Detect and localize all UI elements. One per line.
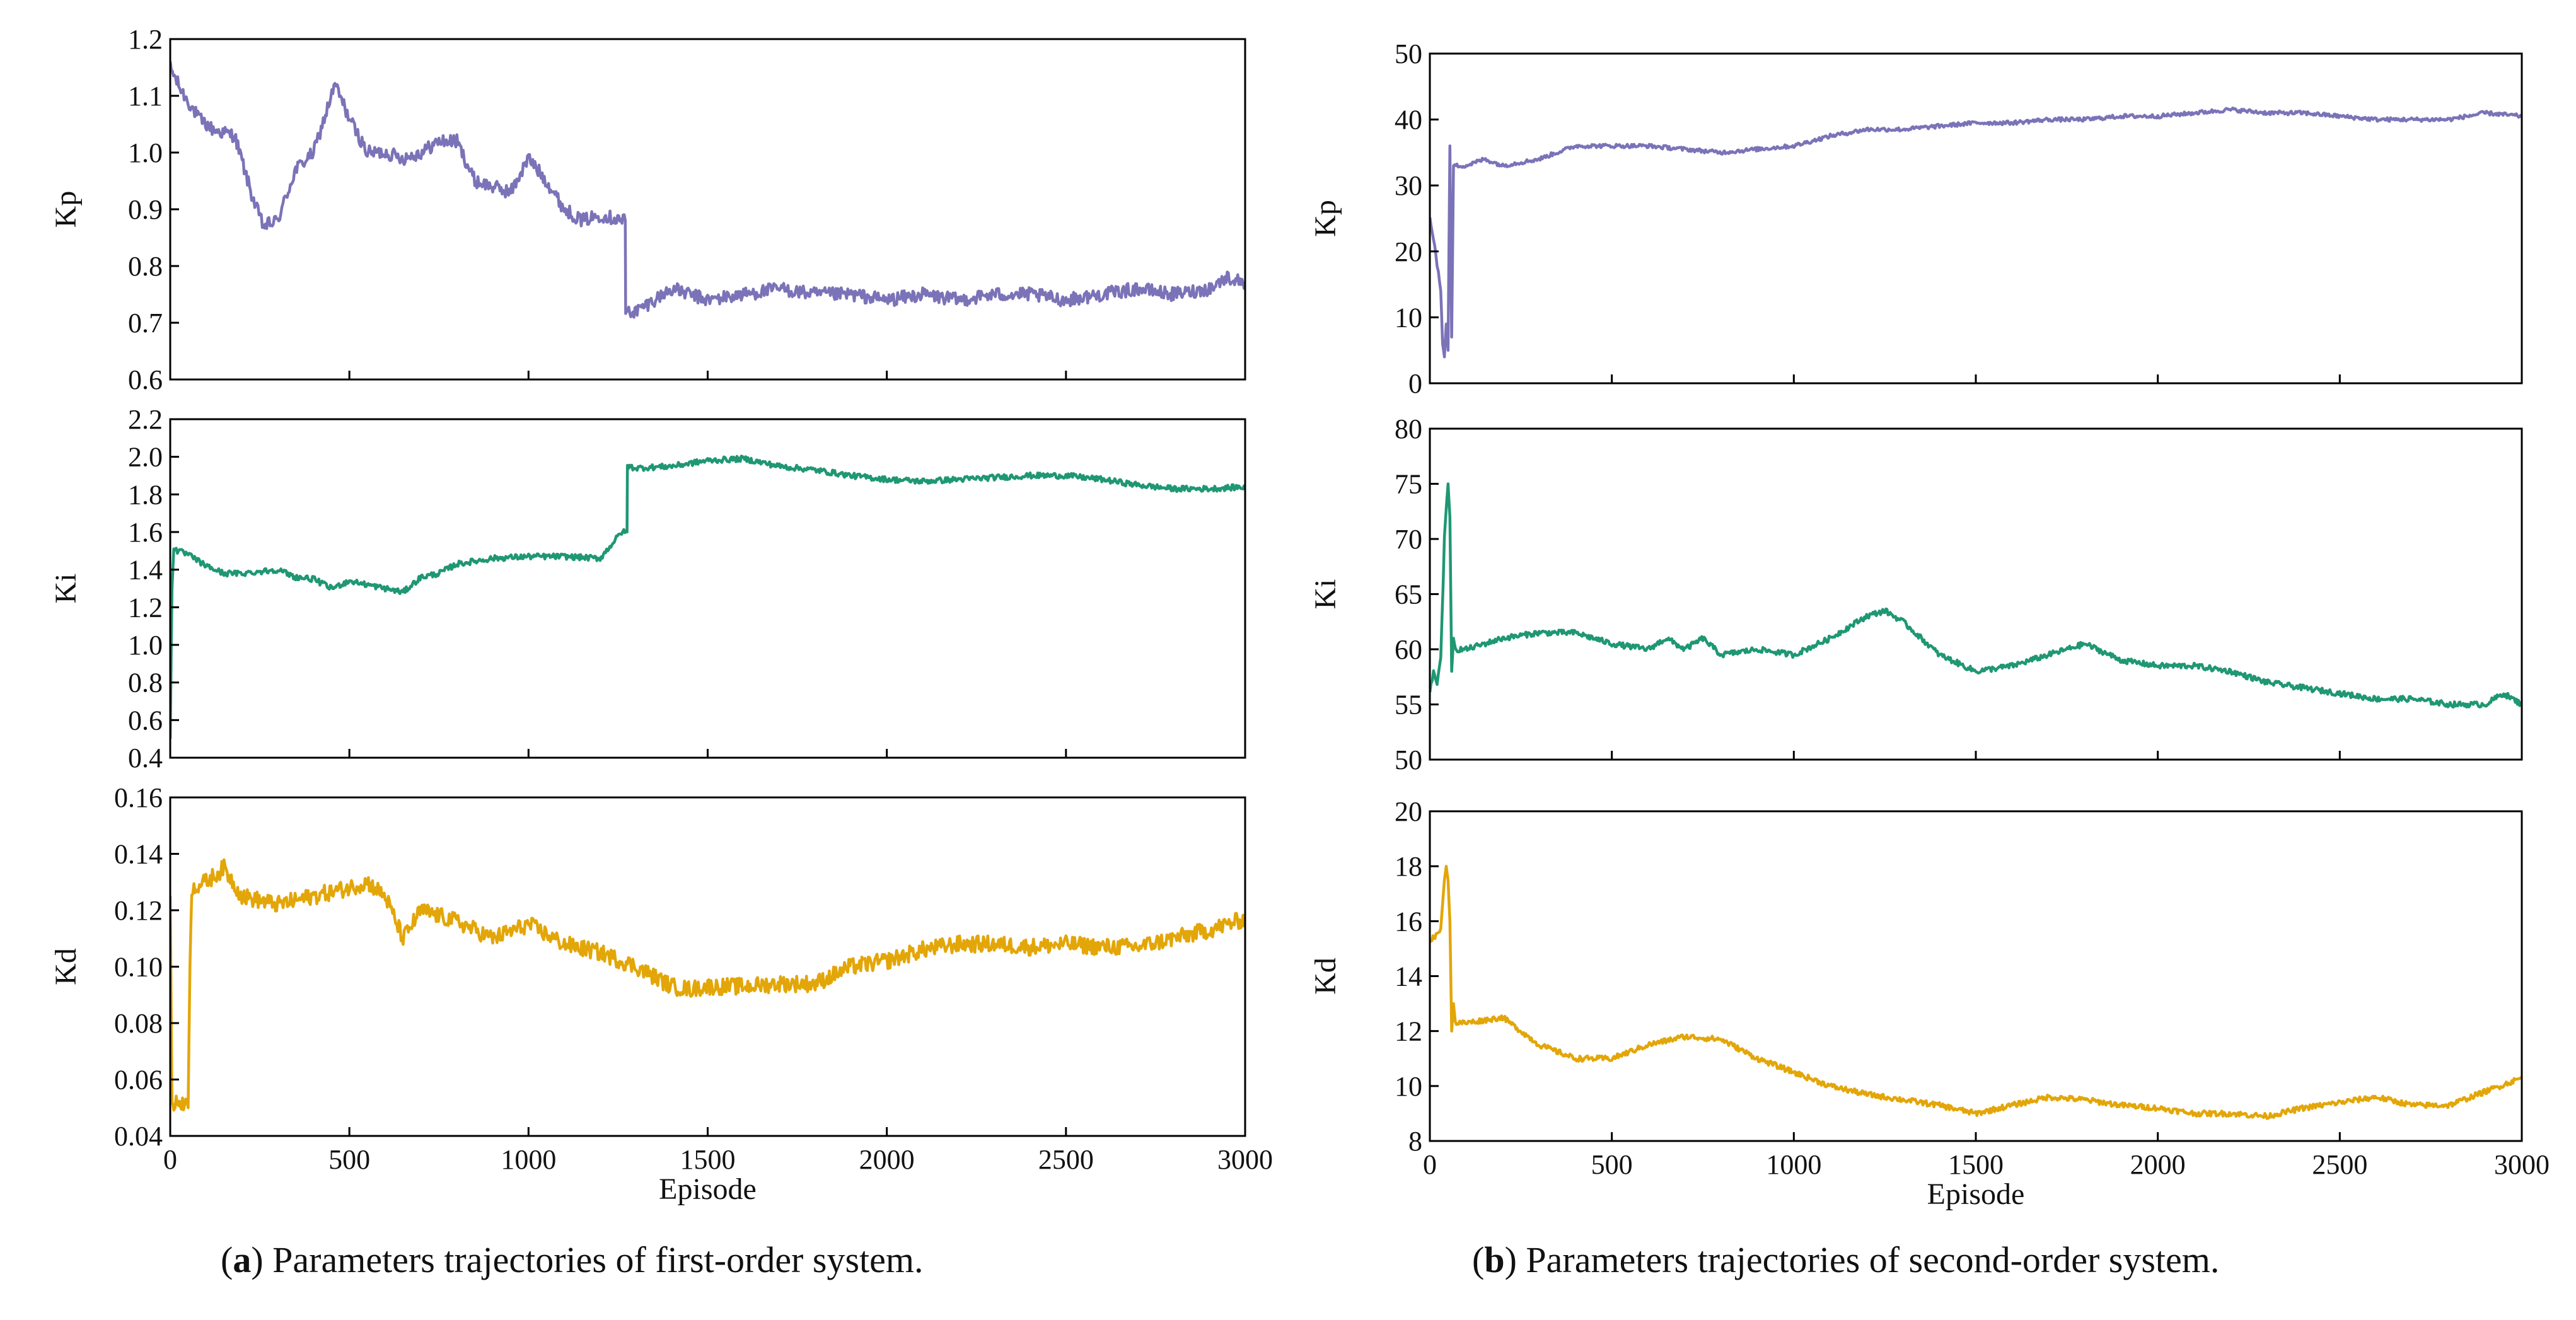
panel-b-kp-ytick-label: 50 [1395,38,1422,69]
panel-b-kd-xtick-label: 1500 [1948,1149,2004,1180]
panel-b-kd-xtick-label: 3000 [2494,1149,2550,1180]
panel-a-kd-ytick-label: 0.06 [114,1065,163,1096]
panel-b-kd-ytick-label: 8 [1408,1126,1422,1157]
panel-a-kd-ytick-label: 0.08 [114,1008,163,1039]
caption-b: (b) Parameters trajectories of second-or… [1472,1239,2220,1280]
panel-a-kp-ytick-label: 0.6 [128,364,163,395]
panel-a-ki-ytick-label: 1.6 [128,517,163,548]
panel-a-ki-ytick-label: 0.8 [128,668,163,698]
panel-b-ki: 50 55 60 65 70 75 80 Ki [1309,414,2523,775]
panel-b-kp-ytick-label: 30 [1395,170,1422,201]
panel-b-kd-series-line [1430,864,2522,1120]
caption-a-text: Parameters trajectories of first-order s… [263,1239,924,1280]
panel-a-ki-ytick-label: 0.4 [128,743,163,773]
panel-a-kp-ytick-label: 1.1 [128,81,163,112]
panel-a-kd-xtick-label: 500 [328,1144,370,1175]
panel-a-kp-series-line [170,61,1245,319]
panel-b-kp-ytick-label: 40 [1395,105,1422,136]
panel-b-ki-ytick-label: 55 [1395,690,1422,721]
panel-b-kd-frame [1429,810,2523,1142]
panel-a-kd-xlabel: Episode [659,1172,757,1206]
panel-a-kp-ylabel: Kp [49,191,83,228]
panel-a-kd-xtick-label: 1500 [680,1144,736,1175]
panel-b-kp-ytick-label: 20 [1395,236,1422,267]
panel-a-ki: 0.4 0.6 0.8 1.0 1.2 1.4 1.6 1.8 2.0 2.2 Ki [49,404,1246,773]
panel-b-kp-series-line [1430,107,2522,359]
caption-b-text: Parameters trajectories of second-order … [1516,1239,2220,1280]
panel-b-kd-xtick-label: 2000 [2130,1149,2186,1180]
panel-a-ki-ytick-label: 1.8 [128,479,163,510]
panel-a-ki-ytick-label: 2.0 [128,442,163,473]
panel-b-kd-xlabel: Episode [1927,1178,2025,1211]
panel-a-kd-ytick-label: 0.14 [114,839,163,870]
panel-b-kd-xtick-label: 0 [1423,1149,1437,1180]
caption-a: (a) Parameters trajectories of first-ord… [221,1239,924,1280]
panel-b-kp-frame [1429,52,2523,385]
panel-a-kd: 0.04 0.06 0.08 0.10 0.12 0.14 0.16 0 500 1000 1500… [49,782,1273,1206]
panel-a-ki-ytick-label: 1.2 [128,592,163,623]
panel-a-kd-xtick-label: 2500 [1038,1144,1094,1175]
panel-b-ki-ytick-label: 70 [1395,524,1422,555]
panel-b-ki-ytick-label: 75 [1395,469,1422,500]
panel-a-kd-xtick-label: 2000 [859,1144,915,1175]
panel-a-ki-ytick-label: 0.6 [128,705,163,736]
panel-b-kp-ylabel: Kp [1309,200,1342,237]
panel-a-kp-ytick-label: 0.8 [128,251,163,282]
panel-b-kp-ytick-label: 10 [1395,302,1422,333]
panel-b-kp: 0 10 20 30 40 50 Kp [1309,38,2523,399]
panel-b-kd-ytick-label: 12 [1395,1016,1422,1047]
panel-b-ki-ytick-label: 60 [1395,634,1422,665]
panel-b-ki-frame [1429,427,2523,761]
panel-b-kd-ytick-label: 18 [1395,851,1422,882]
panel-b-kd: 8 10 12 14 16 18 20 0 500 1000 1500 2000 2500 3000 Kd E… [1309,796,2550,1211]
panel-b-ki-ytick-label: 80 [1395,414,1422,444]
panel-a-kd-xtick-label: 1000 [501,1144,556,1175]
panel-b-ki-series-line [1430,482,2522,709]
panel-a-kp-ytick-label: 1.2 [128,24,163,55]
panel-a-kd-ytick-label: 0.12 [114,895,163,926]
panel-a-kp: 0.6 0.7 0.8 0.9 1.0 1.1 1.2 Kp [49,24,1246,395]
panel-a-kd-ylabel: Kd [49,948,83,985]
panel-a-kd-xtick-label: 3000 [1217,1144,1273,1175]
panel-a-ki-ylabel: Ki [49,574,83,604]
panel-a-kp-ytick-label: 0.7 [128,308,163,339]
panel-b-kd-ytick-label: 16 [1395,906,1422,937]
panel-a-kd-ytick-label: 0.16 [114,782,163,813]
panel-a-kd-ytick-label: 0.10 [114,952,163,983]
panel-b-ki-ylabel: Ki [1309,579,1342,610]
panel-b-kd-ytick-label: 14 [1395,961,1422,992]
panel-a-kp-ytick-label: 1.0 [128,137,163,168]
panel-b-kd-xtick-label: 1000 [1766,1149,1821,1180]
panel-a-kd-xtick-label: 0 [163,1144,177,1175]
panel-a-kd-series-line [170,858,1245,1112]
panel-a-ki-ytick-label: 2.2 [128,404,163,435]
panel-b-ki-ytick-label: 50 [1395,744,1422,775]
panel-b-kd-xtick-label: 500 [1591,1149,1633,1180]
panel-a-ki-ytick-label: 1.4 [128,555,163,586]
caption-b-letter: b [1484,1239,1505,1280]
panel-b-kd-ytick-label: 10 [1395,1071,1422,1102]
panel-b-ki-ytick-label: 65 [1395,579,1422,610]
panel-b-kd-ylabel: Kd [1309,958,1342,995]
panel-a-ki-series-line [170,454,1245,739]
panel-a-kd-ytick-label: 0.04 [114,1121,163,1152]
panel-b-kp-ytick-label: 0 [1408,368,1422,399]
caption-a-letter: a [233,1239,252,1280]
panel-b-kd-xtick-label: 2500 [2312,1149,2367,1180]
panel-a-kd-frame [169,796,1246,1137]
panel-a-kp-ytick-label: 0.9 [128,194,163,225]
panel-a-ki-ytick-label: 1.0 [128,630,163,661]
panel-b-kd-ytick-label: 20 [1395,796,1422,827]
